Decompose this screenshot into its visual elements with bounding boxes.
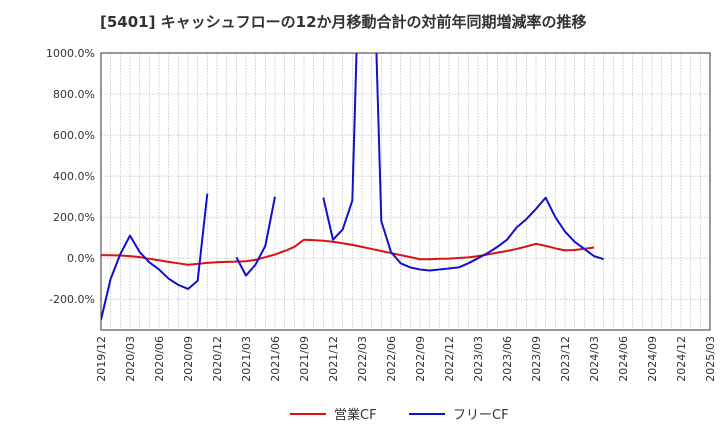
x-tick-label: 2024/12 [675,336,688,382]
x-tick-label: 2020/12 [211,336,224,382]
y-tick-label: 1000.0% [46,47,95,60]
y-tick-label: 800.0% [53,88,95,101]
x-tick-label: 2021/12 [327,336,340,382]
plot-area [101,53,710,330]
x-tick-label: 2021/09 [298,336,311,382]
plot-border [100,52,711,331]
x-tick-label: 2020/09 [182,336,195,382]
y-tick-label: 400.0% [53,170,95,183]
x-tick-label: 2021/03 [240,336,253,382]
x-tick-label: 2023/09 [530,336,543,382]
legend-label-free-cf: フリーCF [453,408,509,423]
x-tick-label: 2020/03 [124,336,137,382]
x-tick-label: 2023/06 [501,336,514,382]
series-line-free-cf [322,53,604,272]
series-line-free-cf [235,196,276,277]
x-tick-label: 2024/09 [646,336,659,382]
x-tick-label: 2022/03 [356,336,369,382]
x-tick-label: 2019/12 [95,336,108,382]
x-tick-label: 2020/06 [153,336,166,382]
series [101,53,604,320]
axes: 1000.0% 800.0% 600.0% 400.0% 200.0% 0.0% -200.… [46,47,717,382]
x-tick-label: 2023/12 [559,336,572,382]
legend-label-operating-cf: 営業CF [334,407,377,423]
x-tick-label: 2023/03 [472,336,485,382]
x-tick-label: 2022/12 [443,336,456,382]
x-tick-label: 2022/09 [414,336,427,382]
chart-title: [5401] キャッシュフローの12か月移動合計の対前年同期増減率の推移 [100,13,587,31]
x-tick-label: 2022/06 [385,336,398,382]
grid [100,52,711,330]
y-tick-label: -200.0% [49,293,95,306]
series-line-operating-cf [101,238,595,266]
y-tick-label: 0.0% [67,252,95,265]
series-line-free-cf [101,193,209,320]
x-tick-label: 2025/03 [704,336,717,382]
x-tick-label: 2024/06 [617,336,630,382]
y-tick-label: 600.0% [53,129,95,142]
legend: 営業CF フリーCF [290,407,509,423]
x-tick-label: 2024/03 [588,336,601,382]
y-tick-label: 200.0% [53,211,95,224]
x-tick-label: 2021/06 [269,336,282,382]
